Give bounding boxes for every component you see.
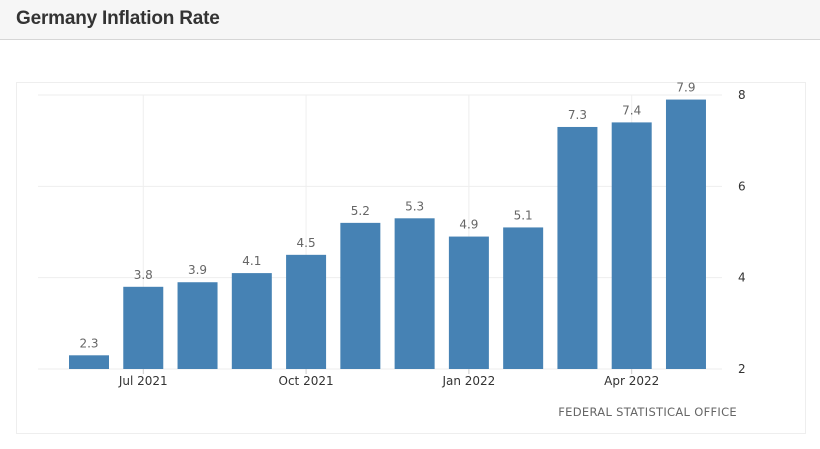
bar: [611, 122, 652, 370]
bar: [69, 355, 109, 369]
data-label: 5.3: [405, 199, 424, 213]
data-label: 7.9: [676, 81, 695, 95]
bar: [286, 254, 327, 369]
data-label: 7.3: [568, 108, 587, 122]
data-label: 3.8: [134, 268, 153, 282]
source-label: FEDERAL STATISTICAL OFFICE: [558, 405, 737, 419]
data-label: 5.1: [514, 208, 533, 222]
data-label: 5.2: [351, 204, 370, 218]
bar: [231, 273, 272, 369]
bar: [123, 286, 164, 369]
y-tick-label: 4: [738, 271, 746, 285]
y-tick-label: 6: [738, 179, 746, 193]
data-label: 3.9: [188, 263, 207, 277]
page-title: Germany Inflation Rate: [16, 8, 220, 29]
bar: [665, 99, 706, 370]
header-bar: Germany Inflation Rate: [0, 0, 820, 40]
bar: [177, 282, 218, 369]
bar: [503, 227, 544, 369]
y-tick-label: 8: [738, 88, 746, 102]
x-tick-label: Apr 2022: [604, 374, 659, 388]
data-label: 2.3: [79, 336, 98, 350]
y-tick-label: 2: [738, 362, 746, 376]
x-tick-label: Jul 2021: [118, 374, 168, 388]
data-label: 4.9: [459, 218, 478, 232]
bar: [448, 236, 489, 369]
x-tick-label: Oct 2021: [279, 374, 334, 388]
data-label: 7.4: [622, 103, 641, 117]
bar: [340, 222, 381, 369]
x-tick-label: Jan 2022: [441, 374, 495, 388]
bar: [557, 126, 598, 369]
data-label: 4.1: [242, 254, 261, 268]
bar: [394, 218, 435, 369]
data-label: 4.5: [297, 236, 316, 250]
